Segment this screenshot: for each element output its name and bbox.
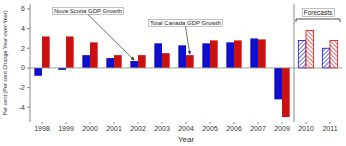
- forecast-bar: [322, 48, 330, 68]
- x-tick-label: 2009: [274, 125, 290, 132]
- bars: [34, 31, 337, 118]
- bar: [234, 40, 242, 68]
- bar: [202, 43, 210, 68]
- bar: [138, 55, 146, 68]
- annotation-arrow: [88, 15, 134, 61]
- x-tick-label: 2011: [322, 125, 337, 132]
- y-tick-label: -4: [19, 104, 25, 111]
- annotation-arrow: [185, 27, 189, 55]
- x-tick-label: 2002: [130, 125, 146, 132]
- x-tick: [258, 122, 259, 124]
- forecast-bar: [298, 40, 306, 68]
- forecast-bar: [306, 31, 314, 68]
- chart: -4 -2 0 2 4 6 Per cent (Per cent Change Year-o…: [0, 0, 346, 146]
- y-tick: [27, 28, 30, 29]
- series-annotation: Total Canada GDP Growth: [150, 20, 221, 26]
- x-tick: [282, 122, 283, 124]
- x-tick-label: 2001: [106, 125, 122, 132]
- x-tick-label: 2010: [298, 125, 314, 132]
- x-tick: [66, 122, 67, 124]
- bar: [34, 68, 42, 76]
- x-tick: [138, 122, 139, 124]
- bar: [186, 55, 194, 68]
- bar: [226, 42, 234, 68]
- bar: [258, 39, 266, 68]
- y-tick: [27, 8, 30, 9]
- forecast-separator: [294, 4, 295, 122]
- bar: [106, 58, 114, 68]
- bar: [282, 68, 290, 117]
- x-tick: [210, 122, 211, 124]
- x-tick-label: 2005: [202, 125, 218, 132]
- x-tick-label: 2004: [178, 125, 194, 132]
- series-annotation-box: [53, 8, 124, 15]
- forecast-bracket: [296, 19, 340, 22]
- bar: [162, 53, 170, 68]
- x-tick: [90, 122, 91, 124]
- bar: [154, 43, 162, 68]
- bar: [114, 55, 122, 68]
- bar: [82, 55, 90, 68]
- x-tick: [114, 122, 115, 124]
- y-tick: [27, 67, 30, 68]
- x-tick: [330, 122, 331, 124]
- y-tick-label: 6: [21, 5, 25, 12]
- y-tick-label: 2: [21, 45, 25, 52]
- x-tick: [234, 122, 235, 124]
- x-tick: [42, 122, 43, 124]
- bar: [42, 36, 50, 67]
- y-tick-label: 0: [21, 64, 25, 71]
- bar: [130, 61, 138, 68]
- y-tick-label: 4: [21, 25, 25, 32]
- zero-line: [30, 67, 342, 68]
- forecast-bar: [330, 40, 338, 68]
- forecast-label: Forecasts: [304, 9, 333, 16]
- x-tick: [306, 122, 307, 124]
- bar: [210, 40, 218, 68]
- bar: [178, 45, 186, 68]
- x-tick: [186, 122, 187, 124]
- y-axis-line: [30, 4, 31, 122]
- series-annotation: Nova Scotia GDP Growth: [54, 8, 122, 14]
- x-tick-label: 2003: [154, 125, 170, 132]
- forecast-label-box: [302, 9, 334, 17]
- y-tick: [27, 48, 30, 49]
- series-annotation-box: [149, 20, 223, 27]
- x-axis-label: Year: [178, 135, 195, 144]
- x-tick-label: 1999: [58, 125, 74, 132]
- bar: [90, 42, 98, 68]
- x-tick-label: 1998: [34, 125, 50, 132]
- x-tick-label: 2006: [226, 125, 242, 132]
- x-tick-label: 2007: [250, 125, 266, 132]
- y-axis-label: Per cent (Per cent Change Year-over-Year…: [2, 10, 8, 115]
- y-tick: [27, 107, 30, 108]
- x-tick: [162, 122, 163, 124]
- x-tick-label: 2000: [82, 125, 98, 132]
- bar: [274, 68, 282, 99]
- bar: [250, 38, 258, 68]
- y-tick-label: -2: [19, 84, 25, 91]
- bar: [66, 36, 74, 67]
- y-tick: [27, 87, 30, 88]
